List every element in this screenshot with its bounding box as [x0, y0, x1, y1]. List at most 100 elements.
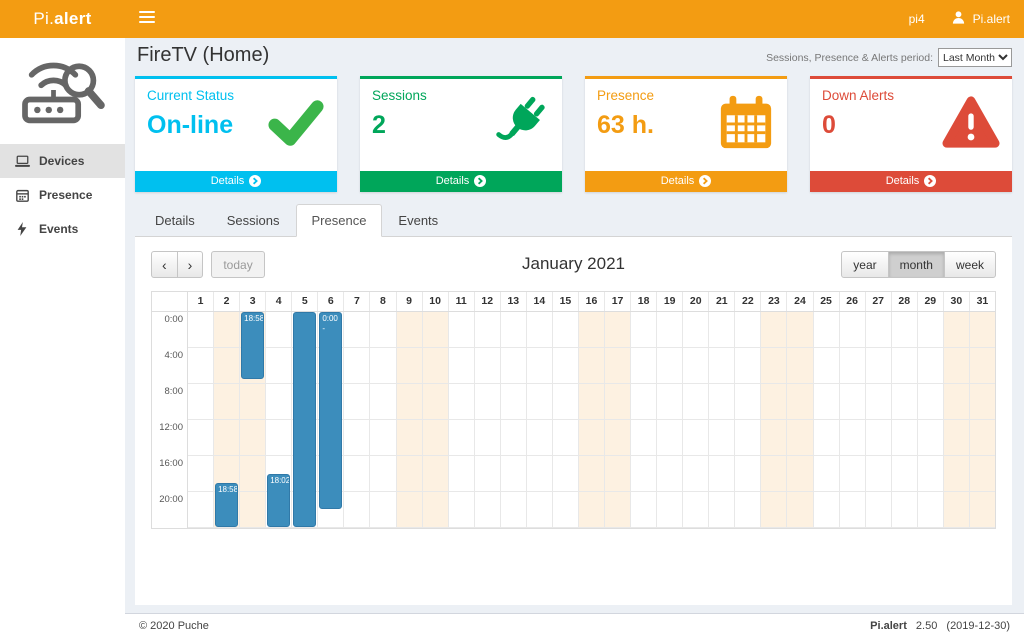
time-axis: 0:00 4:00 8:00 12:00 16:00 20:00 — [152, 312, 188, 528]
calendar-day-header: 30 — [942, 292, 969, 311]
calendar-today-button[interactable]: today — [211, 251, 265, 278]
calendar-day-header: 29 — [916, 292, 943, 311]
calendar-day-column — [499, 312, 526, 528]
calendar-day-column — [630, 312, 657, 528]
calendar-day-header: 9 — [395, 292, 422, 311]
brand-text-pi: Pi. — [33, 9, 55, 28]
calendar-day-header: 5 — [291, 292, 317, 311]
user-icon — [951, 10, 966, 28]
calendar-day-column — [760, 312, 787, 528]
calendar-day-header: 7 — [343, 292, 369, 311]
calendar-day-header: 25 — [812, 292, 839, 311]
circle-arrow-icon — [699, 175, 712, 187]
calendar-day-header: 26 — [838, 292, 865, 311]
presence-event[interactable]: 18:58 — [215, 482, 239, 527]
calendar-day-header: 17 — [604, 292, 630, 311]
calendar-prev-button[interactable]: ‹ — [151, 251, 178, 278]
pialert-logo — [0, 38, 125, 144]
time-axis-label: 16:00 — [159, 458, 183, 469]
tab-sessions[interactable]: Sessions — [226, 213, 280, 228]
app-version: Pi.alert 2.50 (2019-12-30) — [870, 620, 1010, 632]
hamburger-icon — [139, 10, 155, 28]
calendar-day-column — [916, 312, 943, 528]
time-axis-label: 8:00 — [164, 386, 184, 397]
calendar-day-header: 3 — [239, 292, 265, 311]
warning-icon — [942, 94, 1000, 152]
calendar-day-header: 21 — [708, 292, 734, 311]
calendar-day-column: 18:02 — [265, 312, 292, 528]
calendar-day-header: 23 — [760, 292, 786, 311]
calendar-day-header: 13 — [499, 292, 526, 311]
calendar-view-month[interactable]: month — [887, 251, 945, 278]
sidebar: Devices Presence Events — [0, 38, 125, 637]
calendar-day-column — [291, 312, 318, 528]
summary-cards: Current Status On-line Details Sessions … — [135, 76, 1012, 192]
calendar-day-column — [734, 312, 761, 528]
user-menu[interactable]: Pi.alert — [951, 10, 1010, 28]
time-axis-label: 0:00 — [164, 314, 184, 325]
period-select[interactable]: Last Month — [938, 48, 1012, 67]
calendar-day-header: 22 — [734, 292, 760, 311]
sidebar-item-events[interactable]: Events — [0, 212, 125, 246]
calendar-next-button[interactable]: › — [176, 251, 204, 278]
calendar-day-column — [188, 312, 214, 528]
calendar-day-header: 16 — [577, 292, 604, 311]
calendar-day-header: 31 — [968, 292, 995, 311]
calendar-toolbar: ‹ › today January 2021 year month week — [151, 251, 996, 278]
calendar-day-header: 28 — [890, 292, 917, 311]
calendar-day-column — [395, 312, 422, 528]
calendar-day-header: 18 — [630, 292, 656, 311]
sidebar-toggle-button[interactable] — [125, 0, 169, 38]
page-title: FireTV (Home) — [137, 44, 270, 66]
calendar-day-column — [473, 312, 500, 528]
presence-icon — [14, 189, 30, 202]
circle-arrow-icon — [249, 175, 262, 187]
calendar-day-column — [525, 312, 552, 528]
calendar-day-column: 0:00 - — [317, 312, 344, 528]
time-axis-label: 20:00 — [159, 494, 183, 505]
card-details-button[interactable]: Details — [585, 171, 787, 192]
calendar-view-switcher: year month week — [841, 251, 996, 278]
period-label: Sessions, Presence & Alerts period: — [766, 51, 933, 64]
version-number: 2.50 — [915, 619, 938, 632]
devices-icon — [14, 155, 30, 168]
calendar-day-column: 18:58 — [239, 312, 266, 528]
card-title: Current Status — [147, 88, 235, 103]
brand-logo[interactable]: Pi. alert — [0, 0, 125, 38]
calendar-day-column — [682, 312, 709, 528]
card-details-button[interactable]: Details — [810, 171, 1012, 192]
calendar-view-year[interactable]: year — [841, 251, 889, 278]
calendar-day-column — [656, 312, 683, 528]
calendar-day-header: 10 — [421, 292, 448, 311]
presence-event[interactable]: 0:00 - — [319, 312, 343, 509]
calendar-day-header: 6 — [317, 292, 343, 311]
presence-event[interactable]: 18:58 — [241, 312, 265, 380]
check-icon — [267, 94, 325, 152]
content-header: FireTV (Home) Sessions, Presence & Alert… — [135, 44, 1012, 67]
card-details-button[interactable]: Details — [135, 171, 337, 192]
tab-events[interactable]: Events — [398, 213, 439, 228]
sidebar-item-devices[interactable]: Devices — [0, 144, 125, 178]
presence-event[interactable]: 18:02 — [267, 474, 291, 527]
card-value: On-line — [147, 111, 234, 139]
calendar-icon — [717, 94, 775, 152]
layout: Devices Presence Events FireTV (Home) Se… — [0, 38, 1024, 637]
period-selector: Sessions, Presence & Alerts period: Last… — [766, 48, 1012, 67]
tab-details[interactable]: Details — [155, 213, 195, 228]
card-details-button[interactable]: Details — [360, 171, 562, 192]
calendar-view-week[interactable]: week — [943, 251, 996, 278]
calendar-day-column — [577, 312, 604, 528]
sidebar-item-presence[interactable]: Presence — [0, 178, 125, 212]
calendar-day-column — [890, 312, 917, 528]
calendar-day-column — [812, 312, 839, 528]
calendar-day-header: 19 — [656, 292, 682, 311]
calendar-day-column — [968, 312, 995, 528]
circle-arrow-icon — [474, 175, 487, 187]
presence-event[interactable] — [293, 312, 317, 527]
brand-text-alert: alert — [54, 9, 92, 28]
calendar-day-header: 2 — [213, 292, 239, 311]
tab-presence[interactable]: Presence — [295, 204, 383, 237]
calendar-nav: ‹ › today — [151, 251, 265, 278]
calendar-day-column — [708, 312, 735, 528]
